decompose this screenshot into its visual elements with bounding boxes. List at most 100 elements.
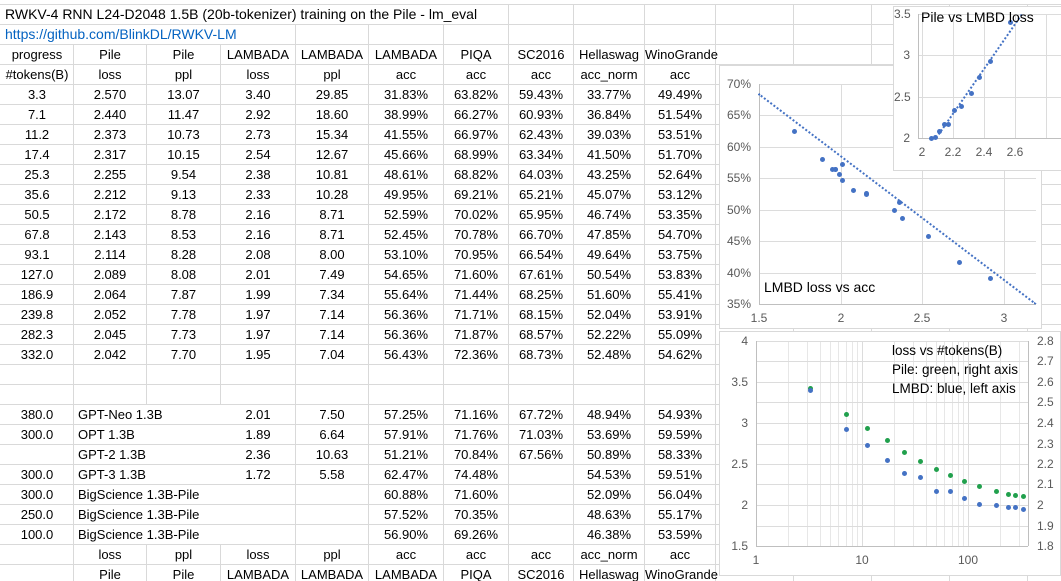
data-cell[interactable]: 25.3 [24, 167, 50, 182]
footer-cell[interactable]: acc [395, 547, 417, 562]
model-cell[interactable]: OPT 1.3B [74, 425, 224, 444]
chart-pile-vs-lmbd-loss[interactable]: 2 2.2 2.4 2.6 2 2.5 3 3.5 Pile vs LMBD loss [893, 6, 1061, 171]
model-cell[interactable]: 50.89% [586, 447, 632, 462]
data-cell[interactable]: 60.93% [518, 107, 564, 122]
data-cell[interactable]: 9.54 [170, 167, 197, 182]
model-cell[interactable] [296, 525, 368, 544]
column-header[interactable]: Pile [172, 47, 195, 62]
model-cell[interactable]: 56.90% [383, 527, 429, 542]
column-header[interactable]: acc [465, 67, 487, 82]
data-cell[interactable]: 2.255 [93, 167, 127, 182]
model-cell[interactable]: BigScience 1.3B-Pile [74, 505, 224, 524]
model-cell[interactable]: 58.33% [657, 447, 703, 462]
column-header[interactable]: ppl [323, 67, 341, 82]
data-cell[interactable]: 7.1 [27, 107, 47, 122]
data-cell[interactable]: 3.3 [27, 87, 47, 102]
data-cell[interactable]: 45.07% [586, 187, 632, 202]
data-cell[interactable]: 18.60 [315, 107, 349, 122]
data-cell[interactable]: 52.64% [657, 167, 703, 182]
data-cell[interactable]: 332.0 [20, 347, 54, 362]
data-cell[interactable]: 2.01 [245, 267, 271, 282]
data-cell[interactable]: 70.78% [453, 227, 499, 242]
data-cell[interactable]: 68.25% [518, 287, 564, 302]
model-cell[interactable]: 62.47% [383, 467, 429, 482]
data-cell[interactable]: 54.65% [383, 267, 429, 282]
model-cell[interactable]: BigScience 1.3B-Pile [74, 485, 224, 504]
data-cell[interactable]: 68.57% [518, 327, 564, 342]
data-cell[interactable]: 53.12% [657, 187, 703, 202]
data-cell[interactable]: 127.0 [20, 267, 54, 282]
footer-cell[interactable]: loss [98, 547, 122, 562]
model-cell[interactable]: 6.64 [319, 427, 345, 442]
data-cell[interactable]: 51.54% [657, 107, 703, 122]
data-cell[interactable]: 31.83% [383, 87, 429, 102]
data-cell[interactable]: 53.51% [657, 127, 703, 142]
data-cell[interactable]: 2.089 [93, 267, 127, 282]
data-cell[interactable]: 2.33 [245, 187, 271, 202]
data-cell[interactable]: 66.27% [453, 107, 499, 122]
data-cell[interactable]: 8.28 [170, 247, 197, 262]
data-cell[interactable]: 2.064 [93, 287, 127, 302]
data-cell[interactable]: 46.74% [586, 207, 632, 222]
model-cell[interactable]: GPT-2 1.3B [74, 445, 224, 464]
footer-cell[interactable]: ppl [323, 547, 341, 562]
data-cell[interactable]: 65.95% [518, 207, 564, 222]
data-cell[interactable]: 50.54% [586, 267, 632, 282]
data-cell[interactable]: 54.70% [657, 227, 703, 242]
data-cell[interactable]: 71.87% [453, 327, 499, 342]
data-cell[interactable]: 2.92 [245, 107, 271, 122]
data-cell[interactable]: 70.95% [453, 247, 499, 262]
data-cell[interactable]: 52.45% [383, 227, 429, 242]
model-cell[interactable] [296, 485, 368, 504]
data-cell[interactable]: 68.15% [518, 307, 564, 322]
data-cell[interactable]: 8.08 [170, 267, 197, 282]
model-cell[interactable]: 48.94% [586, 407, 632, 422]
model-cell[interactable]: 71.16% [453, 407, 499, 422]
model-cell[interactable]: GPT-Neo 1.3B [74, 405, 224, 424]
model-cell[interactable] [509, 465, 573, 484]
data-cell[interactable]: 54.62% [657, 347, 703, 362]
data-cell[interactable]: 3.40 [245, 87, 271, 102]
data-cell[interactable]: 11.2 [24, 127, 50, 142]
model-cell[interactable]: 60.88% [383, 487, 429, 502]
data-cell[interactable]: 35.6 [24, 187, 50, 202]
model-cell[interactable] [221, 485, 295, 504]
data-cell[interactable]: 2.042 [93, 347, 127, 362]
data-cell[interactable]: 49.64% [586, 247, 632, 262]
model-cell[interactable]: 70.35% [453, 507, 499, 522]
data-cell[interactable]: 68.73% [518, 347, 564, 362]
data-cell[interactable]: 53.35% [657, 207, 703, 222]
column-header[interactable]: LAMBADA [300, 47, 364, 62]
data-cell[interactable]: 2.114 [94, 247, 126, 262]
footer-cell[interactable]: Pile [99, 567, 121, 581]
model-cell[interactable]: 71.03% [518, 427, 564, 442]
model-cell[interactable] [221, 525, 295, 544]
data-cell[interactable]: 239.8 [20, 307, 54, 322]
model-cell[interactable] [509, 485, 573, 504]
data-cell[interactable]: 51.70% [657, 147, 703, 162]
data-cell[interactable]: 2.212 [93, 187, 127, 202]
data-cell[interactable]: 7.14 [319, 327, 345, 342]
data-cell[interactable]: 2.570 [93, 87, 127, 102]
data-cell[interactable]: 9.13 [170, 187, 197, 202]
data-cell[interactable]: 53.91% [657, 307, 703, 322]
column-header[interactable]: loss [98, 67, 122, 82]
model-cell[interactable]: 1.72 [245, 467, 271, 482]
data-cell[interactable]: 186.9 [20, 287, 54, 302]
model-cell[interactable] [296, 505, 368, 524]
data-cell[interactable]: 49.95% [383, 187, 429, 202]
data-cell[interactable]: 56.36% [383, 327, 429, 342]
model-cell[interactable]: 2.36 [245, 447, 271, 462]
data-cell[interactable]: 11.47 [167, 107, 200, 122]
data-cell[interactable]: 55.09% [657, 327, 703, 342]
footer-cell[interactable]: acc [465, 547, 487, 562]
data-cell[interactable]: 2.08 [245, 247, 271, 262]
data-cell[interactable]: 69.21% [453, 187, 499, 202]
column-header[interactable]: PIQA [460, 47, 492, 62]
data-cell[interactable]: 12.67 [315, 147, 349, 162]
data-cell[interactable]: 8.53 [170, 227, 197, 242]
data-cell[interactable]: 41.55% [383, 127, 429, 142]
column-header[interactable]: LAMBADA [374, 47, 438, 62]
data-cell[interactable]: 71.44% [453, 287, 499, 302]
data-cell[interactable]: 36.84% [586, 107, 632, 122]
